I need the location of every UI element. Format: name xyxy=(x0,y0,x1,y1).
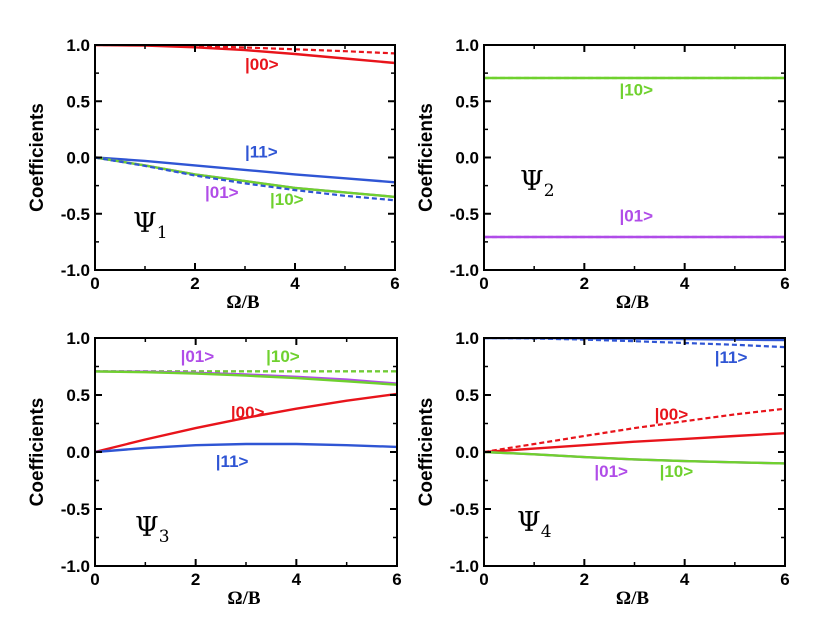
y-axis-label: Coefficients xyxy=(416,398,437,507)
x-tick-label: 6 xyxy=(392,570,401,589)
y-tick-label: 1.0 xyxy=(455,36,479,55)
state-label-10: |10> xyxy=(270,190,304,209)
y-tick-label: 0.5 xyxy=(66,92,90,111)
x-tick-label: 0 xyxy=(90,274,99,293)
x-tick-label: 6 xyxy=(780,274,789,293)
state-label-11: |11> xyxy=(216,452,249,471)
state-label-00: |00> xyxy=(245,55,279,74)
y-tick-label: 0.0 xyxy=(66,443,90,462)
y-tick-label: 0.0 xyxy=(66,149,90,168)
panel-label: Ψ4 xyxy=(517,507,552,542)
series-00-dashed-line xyxy=(484,407,785,454)
series-00-solid-line xyxy=(484,432,785,454)
x-tick-label: 2 xyxy=(580,274,589,293)
state-label-00: |00> xyxy=(655,405,689,424)
panel-2: 0 2 4 6 -1.0 -0.5 0.0 0.5 1.0 Ω/B Coefficients Ψ2 |1… xyxy=(416,36,790,313)
x-tick-label: 0 xyxy=(90,570,99,589)
state-label-10: |10> xyxy=(266,347,300,366)
series-10-solid-line xyxy=(95,156,395,199)
series-11-solid-line xyxy=(95,156,395,184)
state-label-11: |11> xyxy=(245,143,278,162)
y-axis-label: Coefficients xyxy=(27,398,48,507)
y-tick-label: 1.0 xyxy=(455,329,479,348)
y-tick-label: -0.5 xyxy=(61,500,90,519)
x-tick-label: 6 xyxy=(780,570,789,589)
x-tick-label: 0 xyxy=(479,274,488,293)
y-tick-label: -1.0 xyxy=(450,557,479,576)
state-label-10: |10> xyxy=(660,462,694,481)
y-tick-label: -0.5 xyxy=(450,500,479,519)
y-axis-label: Coefficients xyxy=(416,103,437,212)
y-tick-label: -1.0 xyxy=(61,557,90,576)
series-10-solid-line xyxy=(95,370,397,386)
state-label-11: |11> xyxy=(715,348,748,367)
x-tick-label: 6 xyxy=(390,274,399,293)
y-axis-label: Coefficients xyxy=(27,103,48,212)
series-11-dashed-line xyxy=(95,156,395,202)
x-tick-label: 4 xyxy=(292,570,302,589)
state-label-01: |01> xyxy=(594,462,628,481)
state-label-01: |01> xyxy=(205,183,239,202)
y-tick-label: -1.0 xyxy=(61,261,90,280)
y-tick-label: 0.0 xyxy=(455,443,479,462)
state-label-01: |01> xyxy=(619,207,653,226)
panel-label: Ψ3 xyxy=(135,512,170,547)
y-tick-label: 0.5 xyxy=(66,386,90,405)
x-axis-label: Ω/B xyxy=(616,588,649,609)
x-tick-label: 4 xyxy=(290,274,300,293)
panel-1: 0 2 4 6 -1.0 -0.5 0.0 0.5 1.0 Ω/B Coefficients Ψ1 |0… xyxy=(27,36,400,313)
x-axis-label: Ω/B xyxy=(226,292,259,313)
y-tick-label: 0.5 xyxy=(455,386,479,405)
panel-4: 0 2 4 6 -1.0 -0.5 0.0 0.5 1.0 Ω/B Coefficients Ψ4 |1… xyxy=(416,329,790,609)
x-tick-label: 4 xyxy=(680,570,690,589)
x-tick-label: 0 xyxy=(479,570,488,589)
x-tick-label: 2 xyxy=(580,570,589,589)
y-tick-label: -0.5 xyxy=(61,205,90,224)
state-label-10: |10> xyxy=(619,81,653,100)
y-tick-label: 1.0 xyxy=(66,36,90,55)
y-tick-label: 0.0 xyxy=(455,149,479,168)
x-axis-label: Ω/B xyxy=(616,292,649,313)
y-tick-label: -1.0 xyxy=(450,261,479,280)
series-00-solid-line xyxy=(95,392,397,454)
y-tick-label: -0.5 xyxy=(450,205,479,224)
state-label-00: |00> xyxy=(231,403,265,422)
series-11-solid-line xyxy=(95,442,397,454)
panel-3: 0 2 4 6 -1.0 -0.5 0.0 0.5 1.0 Ω/B Coefficients Ψ3 |0… xyxy=(27,329,402,609)
x-tick-label: 2 xyxy=(191,570,200,589)
x-tick-label: 2 xyxy=(190,274,199,293)
x-axis-label: Ω/B xyxy=(227,588,260,609)
y-tick-label: 1.0 xyxy=(66,329,90,348)
state-label-01: |01> xyxy=(181,347,215,366)
series-10-solid-line xyxy=(484,450,785,465)
y-tick-label: 0.5 xyxy=(455,92,479,111)
panel-label: Ψ2 xyxy=(520,166,555,201)
panel-label: Ψ1 xyxy=(133,208,168,243)
x-tick-label: 4 xyxy=(680,274,690,293)
